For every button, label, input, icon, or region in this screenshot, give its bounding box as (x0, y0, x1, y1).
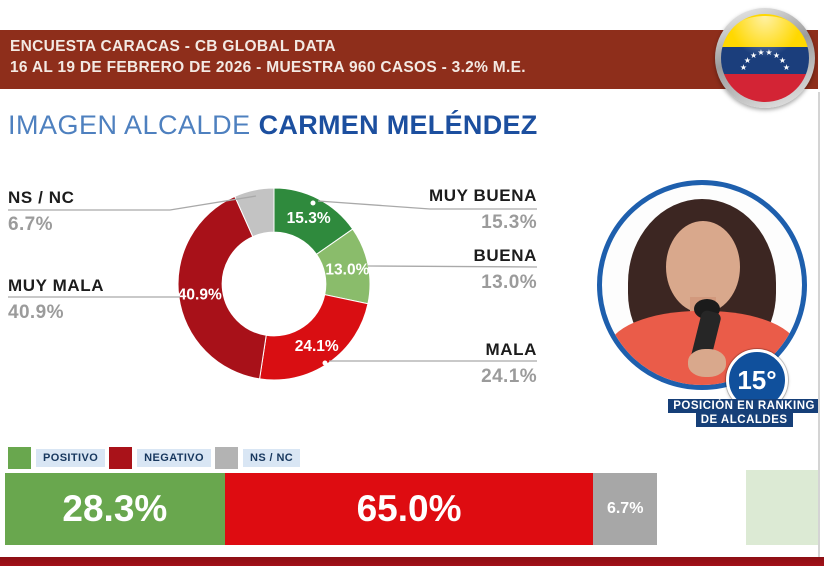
bar-segment-value: 6.7% (606, 500, 644, 517)
page-title: IMAGEN ALCALDE CARMEN MELÉNDEZ (8, 110, 538, 141)
flag-star-icon: ★ (782, 62, 791, 72)
legend-item-negativo: NEGATIVO (109, 447, 211, 469)
venezuela-flag-icon: ★★★★★★★★ (715, 8, 815, 108)
flag-gloss (728, 15, 802, 58)
callout-muy-mala-value: 40.9% (8, 302, 64, 323)
callout-mala: MALA 24.1% (481, 340, 537, 388)
legend-swatch-positivo (8, 447, 31, 469)
bar-segment-positivo: 28.3% (5, 473, 225, 545)
image-donut-chart: 15.3% 13.0% 24.1% 40.9% (177, 187, 371, 381)
flag-star-icon: ★ (743, 55, 752, 65)
title-mayor-name: CARMEN MELÉNDEZ (258, 110, 538, 140)
donut-value-label: 40.9% (178, 287, 222, 304)
title-prefix: IMAGEN ALCALDE (8, 110, 259, 140)
callout-mala-label: MALA (485, 340, 537, 359)
legend-swatch-negativo (109, 447, 133, 469)
ranking-caption-line2: DE ALCALDES (695, 413, 793, 427)
legend-label-positivo: POSITIVO (36, 449, 106, 467)
callout-muy-mala: MUY MALA 40.9% (8, 276, 104, 324)
donut-value-label: 13.0% (325, 262, 369, 279)
ranking-caption-line1: POSICIÓN EN RANKING (668, 399, 820, 413)
bar-segment-negativo: 65.0% (224, 473, 594, 545)
ranking-caption: POSICIÓN EN RANKING DE ALCALDES (668, 399, 820, 427)
legend-item-ns-nc: NS / NC (215, 447, 301, 469)
callout-ns-nc-label: NS / NC (8, 188, 75, 207)
callout-muy-buena-label: MUY BUENA (428, 186, 537, 205)
callout-muy-buena: MUY BUENA 15.3% (429, 186, 537, 234)
decorative-green-block (746, 470, 820, 545)
venezuela-flag: ★★★★★★★★ (721, 14, 809, 102)
page-border-line (818, 92, 820, 557)
callout-ns-nc: NS / NC 6.7% (8, 188, 75, 236)
donut-value-label: 24.1% (295, 338, 339, 355)
header-banner: ENCUESTA CARACAS - CB GLOBAL DATA 16 AL … (0, 30, 818, 89)
flag-red-band (721, 73, 809, 102)
footer-band (0, 557, 824, 566)
callout-mala-value: 24.1% (481, 366, 537, 387)
callout-muy-buena-value: 15.3% (481, 212, 537, 233)
legend-label-ns-nc: NS / NC (243, 449, 301, 467)
survey-title: ENCUESTA CARACAS - CB GLOBAL DATA (10, 38, 336, 55)
legend-swatch-ns-nc (215, 447, 238, 469)
photo-hand (688, 349, 726, 377)
legend-label-negativo: NEGATIVO (137, 449, 211, 467)
legend-item-positivo: POSITIVO (8, 447, 106, 469)
callout-buena-value: 13.0% (481, 272, 537, 293)
flag-star-icon: ★ (739, 62, 748, 72)
callout-muy-mala-label: MUY MALA (8, 276, 105, 295)
callout-buena: BUENA 13.0% (474, 246, 537, 294)
survey-subtitle: 16 AL 19 DE FEBRERO DE 2026 - MUESTRA 96… (10, 58, 526, 76)
bar-segment-value: 65.0% (356, 488, 462, 529)
callout-ns-nc-value: 6.7% (8, 214, 53, 235)
donut-value-label: 15.3% (287, 210, 331, 227)
summary-legend: POSITIVO NEGATIVO NS / NC (8, 447, 304, 469)
bar-segment-ns-nc: 6.7% (593, 473, 658, 545)
summary-stacked-bar: 28.3% 65.0% 6.7% (5, 473, 658, 545)
mayor-photo (597, 180, 807, 390)
flag-star-icon: ★ (778, 55, 787, 65)
bar-segment-value: 28.3% (62, 488, 168, 529)
callout-buena-label: BUENA (473, 246, 537, 265)
